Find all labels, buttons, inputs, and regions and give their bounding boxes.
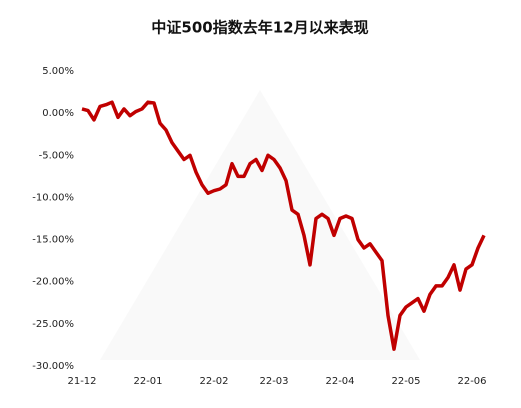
x-tick-label: 22-05 (391, 376, 420, 387)
watermark (100, 90, 420, 360)
line (81, 100, 486, 351)
x-tick-label: 21-12 (67, 376, 96, 387)
y-tick-label: -25.00% (32, 319, 74, 330)
y-tick-label: -10.00% (32, 192, 74, 203)
y-tick-label: 0.00% (42, 108, 74, 119)
y-tick-label: -20.00% (32, 277, 74, 288)
y-tick-label: -15.00% (32, 235, 74, 246)
x-tick-label: 22-06 (457, 376, 486, 387)
watermark-shape (100, 90, 420, 360)
chart-title: 中证500指数去年12月以来表现 (151, 19, 368, 37)
y-tick-label: -5.00% (39, 150, 74, 161)
x-tick-label: 22-04 (325, 376, 354, 387)
y-tick-label: -30.00% (32, 361, 74, 372)
x-tick-label: 22-02 (199, 376, 228, 387)
x-tick-label: 22-01 (133, 376, 162, 387)
y-tick-label: 5.00% (42, 66, 74, 77)
x-tick-label: 22-03 (259, 376, 288, 387)
